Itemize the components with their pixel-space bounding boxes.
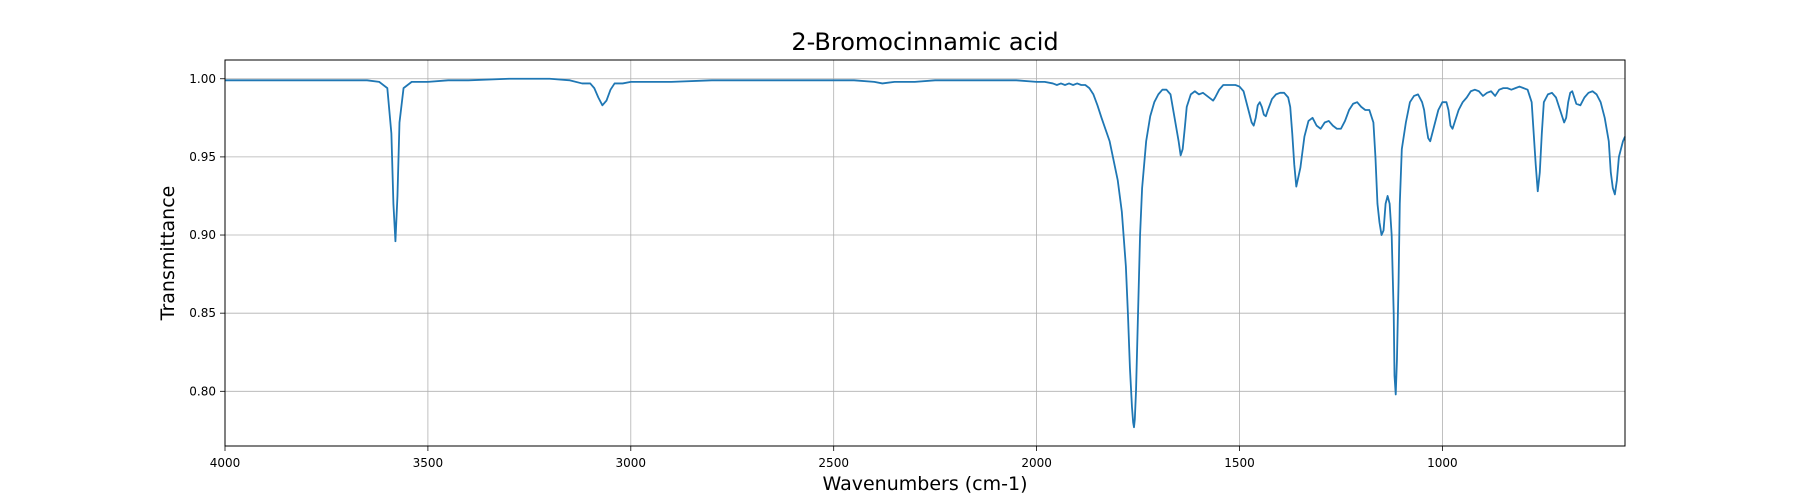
y-tick-label: 0.80 (189, 384, 216, 398)
x-tick-label: 4000 (210, 456, 241, 470)
y-axis-label: Transmittance (157, 186, 179, 322)
x-tick-label: 2500 (818, 456, 849, 470)
chart-title: 2-Bromocinnamic acid (791, 28, 1058, 56)
grid-lines (224, 60, 1625, 446)
x-tick-label: 2000 (1021, 456, 1052, 470)
x-axis: 4000 3500 3000 2500 2000 1500 1000 (210, 446, 1458, 470)
plot-frame (224, 59, 1626, 447)
y-axis: 0.80 0.85 0.90 0.95 1.00 (189, 72, 225, 398)
x-tick-label: 3500 (413, 456, 444, 470)
x-tick-label: 1000 (1427, 456, 1458, 470)
y-tick-label: 1.00 (189, 72, 216, 86)
x-axis-label: Wavenumbers (cm-1) (823, 473, 1028, 495)
x-tick-label: 1500 (1224, 456, 1255, 470)
y-tick-label: 0.95 (189, 150, 216, 164)
y-tick-label: 0.85 (189, 306, 216, 320)
x-tick-label: 3000 (616, 456, 647, 470)
y-tick-label: 0.90 (189, 228, 216, 242)
series-line (225, 77, 1626, 429)
